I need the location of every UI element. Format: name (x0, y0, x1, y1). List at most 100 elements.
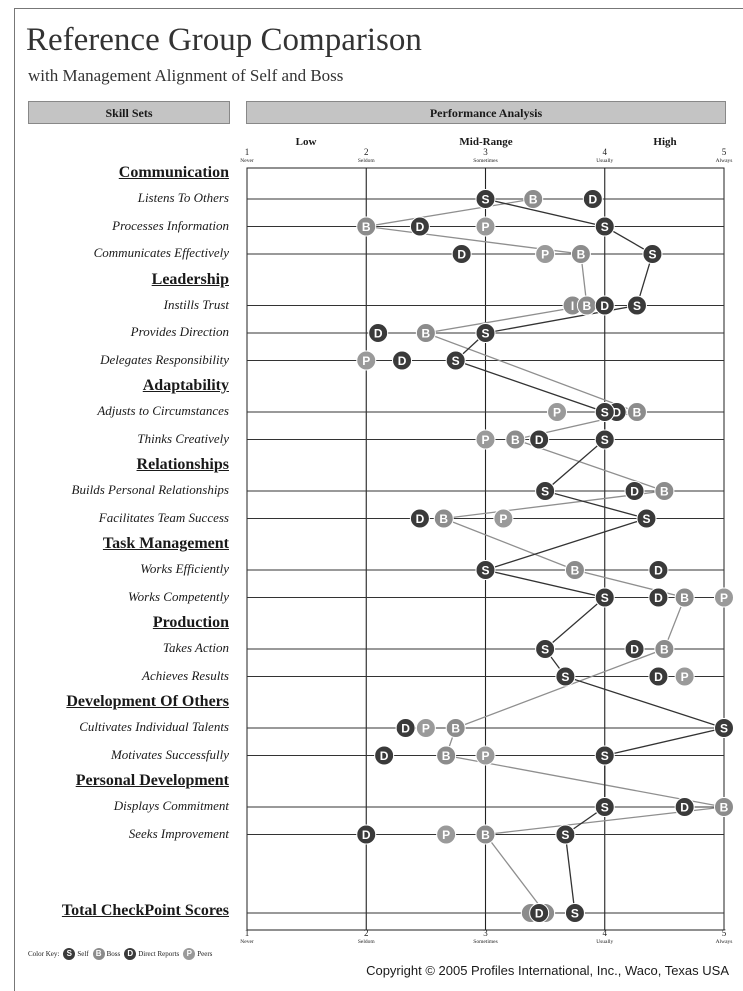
total-checkpoint-label: Total CheckPoint Scores (61, 902, 229, 919)
direct-reports-marker-circle (409, 508, 430, 529)
boss-marker-letter: B (583, 299, 592, 313)
peers-marker-letter: P (541, 247, 549, 261)
self-marker: S (475, 189, 496, 209)
direct-reports-marker-letter: D (362, 828, 371, 842)
self-marker: S (642, 244, 663, 264)
self-marker-circle (564, 903, 585, 923)
boss-marker-circle (674, 587, 695, 608)
skill-label: Thinks Creatively (137, 430, 229, 446)
self-marker: S (555, 824, 576, 845)
skill-label: Facilitates Team Success (98, 509, 229, 525)
self-marker-circle (594, 402, 615, 422)
color-key-self-label: Self (77, 950, 89, 958)
self-marker: S (564, 903, 585, 923)
self-marker-circle (594, 745, 615, 766)
scale-number-top: 4 (603, 147, 608, 157)
category-heading: Task Management (102, 535, 229, 552)
boss-marker-letter: B (529, 192, 538, 206)
scale-number-bottom: 2 (364, 928, 369, 938)
scale-label-bottom: Never (240, 939, 254, 945)
boss-marker: B (576, 295, 597, 316)
peers-marker: P (493, 508, 514, 529)
peers-marker-circle (415, 718, 436, 738)
performance-analysis-header: Performance Analysis (246, 101, 726, 124)
direct-reports-marker: D (392, 350, 413, 371)
peers-marker: P (415, 718, 436, 738)
peers-marker: P (547, 402, 568, 422)
category-heading: Adaptability (142, 377, 229, 394)
skill-label: Seeks Improvement (128, 825, 229, 841)
self-marker: S (594, 429, 615, 450)
boss-marker: B (654, 481, 675, 501)
band-low-label: Low (295, 136, 317, 148)
self-marker-circle (594, 797, 615, 817)
direct-reports-marker-letter: D (416, 220, 425, 234)
direct-reports-marker-letter: D (630, 484, 639, 498)
direct-reports-marker-letter: D (630, 642, 639, 656)
boss-marker-circle (433, 508, 454, 529)
skill-label: Builds Personal Relationships (71, 482, 229, 497)
direct-reports-marker-circle (648, 587, 669, 608)
self-marker-circle (714, 718, 734, 738)
peers-marker-letter: P (481, 220, 489, 234)
boss-marker: B (505, 429, 526, 450)
self-marker-letter: S (481, 326, 489, 340)
scale-number-top: 5 (722, 147, 727, 157)
boss-marker-letter: B (720, 800, 729, 814)
peers-marker: P (714, 587, 734, 608)
direct-reports-marker: D (409, 508, 430, 529)
color-key-direct-reports-label: Direct Reports (138, 950, 180, 958)
self-marker-circle (475, 189, 496, 209)
boss-marker-circle (654, 639, 675, 659)
boss-series-line (366, 198, 725, 914)
boss-marker: B (674, 587, 695, 608)
self-marker-circle (475, 560, 496, 580)
self-marker: S (475, 560, 496, 580)
self-marker-letter: S (541, 484, 549, 498)
color-key-boss-label: Boss (106, 950, 121, 958)
direct-reports-marker: D (374, 745, 395, 766)
direct-reports-marker-circle (674, 797, 695, 817)
direct-reports-marker: D (451, 244, 472, 264)
color-key-direct-reports-dot: D (124, 948, 137, 960)
peers-marker: P (475, 745, 496, 766)
skill-label: Works Efficiently (140, 561, 229, 576)
self-marker-letter: S (633, 299, 641, 313)
boss-marker: B (475, 824, 496, 845)
direct-reports-marker: D (624, 639, 645, 659)
self-marker-letter: S (642, 512, 650, 526)
skill-label: Works Competently (128, 588, 229, 604)
self-marker-circle (636, 508, 657, 529)
self-marker-letter: S (452, 354, 460, 368)
boss-marker-circle (356, 216, 377, 237)
page-title: Reference Group Comparison (26, 22, 422, 58)
boss-marker-letter: B (362, 220, 371, 234)
direct-reports-marker: D (648, 587, 669, 608)
direct-reports-marker-circle (624, 481, 645, 501)
skill-label: Listens To Others (137, 190, 229, 205)
direct-reports-marker-letter: D (535, 433, 544, 447)
direct-reports-marker-letter: D (401, 721, 410, 735)
self-marker-circle (535, 481, 556, 501)
self-marker-letter: S (481, 192, 489, 206)
direct-reports-marker-circle (368, 323, 389, 343)
self-marker-circle (626, 295, 647, 316)
peers-marker: P (674, 666, 695, 687)
boss-marker-circle (564, 560, 585, 580)
page-subtitle: with Management Alignment of Self and Bo… (28, 66, 344, 85)
direct-reports-marker-letter: D (654, 670, 663, 684)
scale-number-bottom: 5 (722, 928, 727, 938)
color-key: Color Key: S Self B Boss D Direct Reports P Pee… (28, 948, 212, 960)
direct-reports-marker-letter: D (654, 591, 663, 605)
scale-label-top: Sometimes (473, 158, 497, 164)
boss-marker: B (523, 189, 544, 209)
direct-reports-marker: D (529, 903, 550, 923)
boss-marker: B (714, 797, 734, 817)
direct-reports-marker-letter: D (680, 800, 689, 814)
scale-number-bottom: 1 (245, 928, 250, 938)
self-marker-letter: S (601, 749, 609, 763)
self-marker: S (535, 481, 556, 501)
boss-marker-letter: B (577, 247, 586, 261)
peers-marker-circle (714, 587, 734, 608)
